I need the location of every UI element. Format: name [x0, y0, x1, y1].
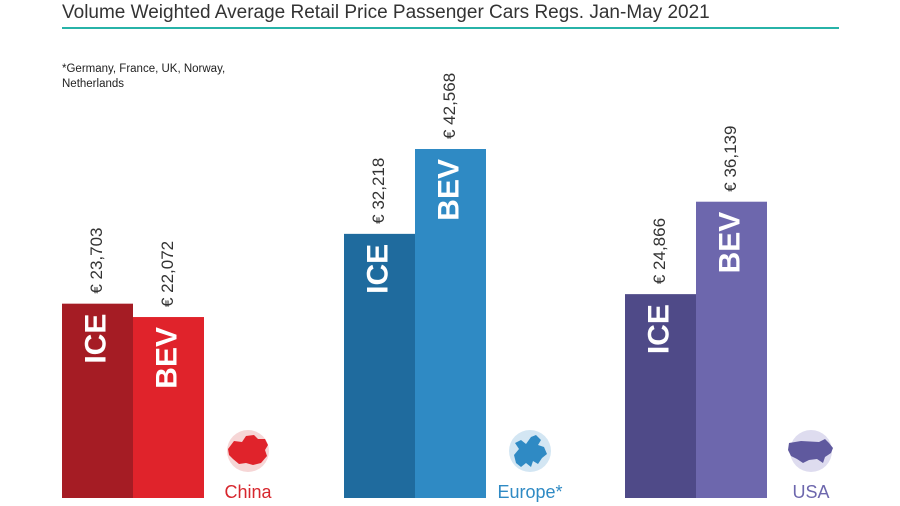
bar-series-label-europe-bev: BEV	[432, 159, 465, 221]
bar-series-label-china-ice: ICE	[79, 314, 112, 364]
region-label-europe: Europe*	[497, 482, 562, 502]
bar-value-label-usa-ice: € 24,866	[650, 218, 669, 284]
chart-title: Volume Weighted Average Retail Price Pas…	[62, 2, 710, 23]
bar-value-label-china-bev: € 22,072	[158, 241, 177, 307]
bar-series-label-europe-ice: ICE	[361, 244, 394, 294]
bar-series-label-usa-bev: BEV	[713, 212, 746, 274]
bar-series-label-china-bev: BEV	[150, 327, 183, 389]
footnote: *Germany, France, UK, Norway, Netherland…	[62, 63, 226, 90]
region-label-usa: USA	[792, 482, 829, 502]
bar-usa-bev	[696, 201, 767, 498]
bar-value-label-usa-bev: € 36,139	[721, 126, 740, 192]
bar-europe-bev	[415, 149, 486, 498]
bar-china-bev	[133, 317, 204, 498]
bar-china-ice	[62, 303, 133, 498]
region-label-china: China	[224, 482, 272, 502]
bar-series-label-usa-ice: ICE	[642, 304, 675, 354]
europe-map-icon	[514, 435, 547, 467]
bar-value-label-europe-bev: € 42,568	[440, 73, 459, 139]
bar-europe-ice	[344, 233, 415, 498]
bar-value-label-china-ice: € 23,703	[87, 227, 106, 293]
bar-usa-ice	[625, 294, 696, 498]
bar-value-label-europe-ice: € 32,218	[369, 158, 388, 224]
usa-map-icon	[788, 439, 833, 463]
title-divider	[62, 27, 839, 29]
china-map-icon	[228, 435, 268, 465]
